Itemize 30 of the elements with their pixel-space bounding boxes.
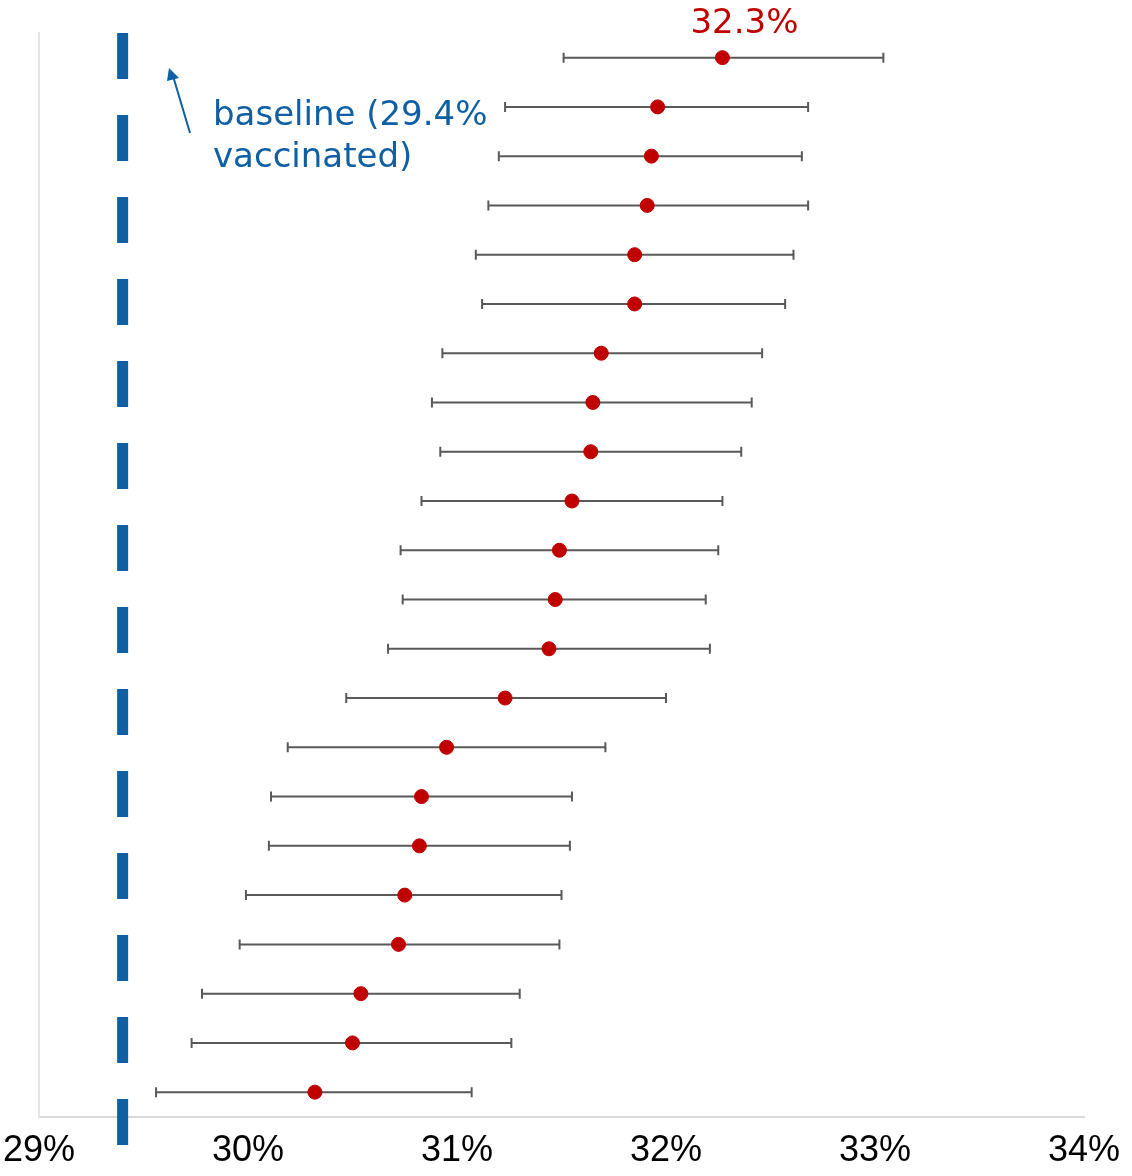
point: [411, 838, 427, 854]
point: [583, 444, 599, 460]
x-tick-label: 29%: [3, 1128, 76, 1170]
point: [541, 641, 557, 657]
point: [551, 542, 567, 558]
point: [714, 50, 730, 66]
point: [627, 296, 643, 312]
point: [643, 148, 659, 164]
point: [650, 99, 666, 115]
point: [439, 739, 455, 755]
point: [593, 345, 609, 361]
point: [639, 197, 655, 213]
x-tick-label: 30%: [211, 1128, 285, 1170]
point: [345, 1035, 361, 1051]
x-tick-label: 34%: [1047, 1128, 1121, 1170]
x-tick-label: 31%: [420, 1128, 494, 1170]
point: [627, 247, 643, 263]
point: [307, 1084, 323, 1100]
point: [353, 986, 369, 1002]
point: [397, 887, 413, 903]
x-tick-label: 32%: [629, 1128, 703, 1170]
point: [564, 493, 580, 509]
ref-line-label: baseline (29.4% vaccinated): [213, 92, 489, 176]
point: [413, 789, 429, 805]
point: [547, 592, 563, 608]
x-tick-label: 33%: [838, 1128, 912, 1170]
point: [585, 394, 601, 410]
point: [497, 690, 513, 706]
data-label: 32.3%: [690, 1, 799, 42]
point: [391, 936, 406, 952]
